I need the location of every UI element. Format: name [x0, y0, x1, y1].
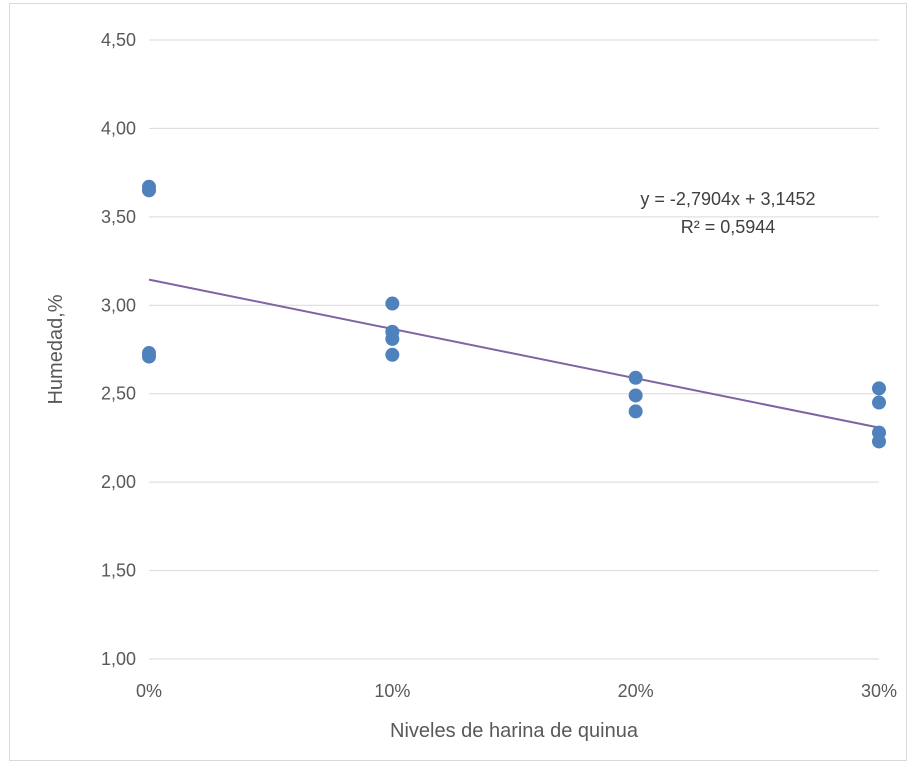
- y-tick-label: 4,50: [101, 30, 136, 50]
- y-axis-tick-labels: 1,00 1,50 2,00 2,50 3,00 3,50 4,00 4,50: [101, 30, 136, 669]
- x-axis-tick-labels: 0% 10% 20% 30%: [136, 681, 897, 701]
- data-point: [628, 404, 643, 419]
- x-axis-title: Niveles de harina de quinua: [390, 720, 639, 742]
- y-tick-label: 1,50: [101, 561, 136, 581]
- data-point: [385, 331, 400, 346]
- x-tick-label: 20%: [618, 681, 654, 701]
- data-point: [385, 296, 400, 311]
- trendline: [148, 278, 880, 429]
- x-tick-label: 10%: [374, 681, 410, 701]
- data-point: [142, 183, 156, 198]
- data-point: [142, 349, 156, 364]
- data-point: [872, 381, 886, 396]
- y-tick-label: 3,50: [101, 207, 136, 227]
- data-point: [872, 434, 886, 449]
- trendline-equation: y = -2,7904x + 3,1452: [640, 189, 815, 209]
- y-tick-label: 1,00: [101, 649, 136, 669]
- y-axis-title: Humedad,%: [45, 294, 67, 404]
- y-tick-label: 4,00: [101, 118, 136, 138]
- x-tick-label: 30%: [861, 681, 897, 701]
- x-tick-label: 0%: [136, 681, 162, 701]
- data-points: [142, 179, 886, 449]
- trendline-r-squared: R² = 0,5944: [681, 217, 776, 237]
- data-point: [872, 395, 886, 410]
- y-tick-label: 2,50: [101, 384, 136, 404]
- gridlines: [149, 39, 879, 572]
- data-point: [628, 388, 643, 403]
- y-tick-label: 3,00: [101, 295, 136, 315]
- y-tick-label: 2,00: [101, 472, 136, 492]
- data-point: [628, 370, 643, 385]
- data-point: [385, 347, 400, 362]
- chart-frame: [9, 3, 907, 761]
